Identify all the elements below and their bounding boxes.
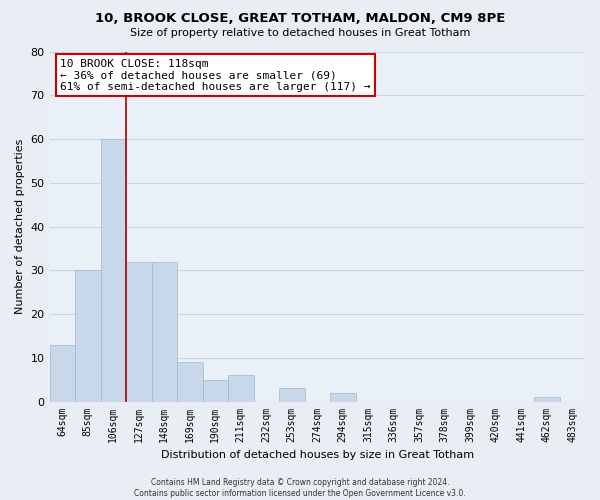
Bar (228, 376, 254, 402)
Bar (279, 388, 305, 402)
Bar (203, 380, 228, 402)
Text: 10 BROOK CLOSE: 118sqm
← 36% of detached houses are smaller (69)
61% of semi-det: 10 BROOK CLOSE: 118sqm ← 36% of detached… (60, 58, 371, 92)
Bar (152, 262, 177, 402)
Text: Size of property relative to detached houses in Great Totham: Size of property relative to detached ho… (130, 28, 470, 38)
Bar (534, 397, 560, 402)
Y-axis label: Number of detached properties: Number of detached properties (15, 139, 25, 314)
Bar (75, 270, 101, 402)
Bar (177, 362, 203, 402)
Text: Contains HM Land Registry data © Crown copyright and database right 2024.
Contai: Contains HM Land Registry data © Crown c… (134, 478, 466, 498)
X-axis label: Distribution of detached houses by size in Great Totham: Distribution of detached houses by size … (161, 450, 474, 460)
Bar (50, 344, 75, 402)
Bar (330, 393, 356, 402)
Bar (101, 139, 126, 402)
Text: 10, BROOK CLOSE, GREAT TOTHAM, MALDON, CM9 8PE: 10, BROOK CLOSE, GREAT TOTHAM, MALDON, C… (95, 12, 505, 26)
Bar (126, 262, 152, 402)
